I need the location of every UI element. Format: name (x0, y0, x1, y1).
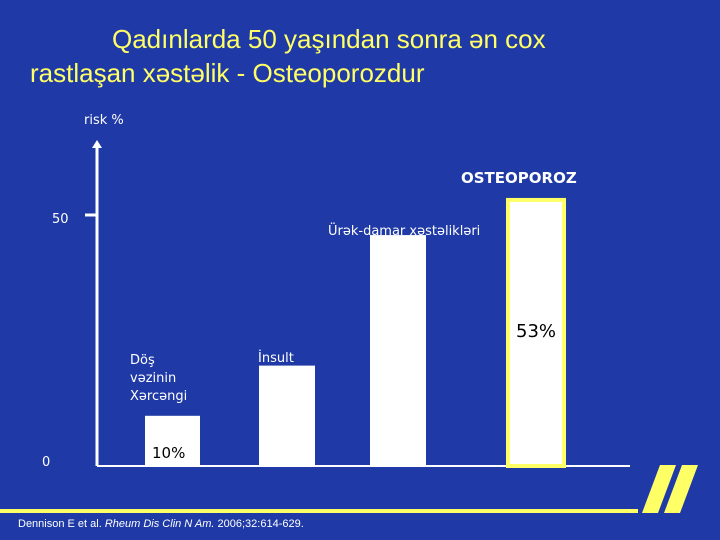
title-line-2: rastlaşan xəstəlik - Osteoporozdur (30, 58, 425, 88)
category-label-0: vəzinin (130, 371, 176, 386)
logo-stripe-1 (642, 465, 676, 513)
y-axis-arrow (92, 140, 102, 148)
y-tick-label: 0 (42, 455, 50, 470)
citation-details: 2006;32:614-629. (214, 518, 304, 530)
citation-journal: Rheum Dis Clin N Am. (104, 518, 215, 530)
bar-0 (145, 415, 200, 466)
y-tick-label: 50 (52, 212, 69, 227)
title-line-1: Qadınlarda 50 yaşından sonra ən cox (112, 24, 546, 54)
category-label-1: İnsult (258, 350, 294, 366)
logo-stripe-2 (664, 465, 698, 513)
bar-1 (259, 365, 315, 466)
footer-rule (0, 509, 638, 513)
slide-title: Qadınlarda 50 yaşından sonra ən cox rast… (0, 22, 720, 90)
value-label-1: 20% (263, 418, 296, 436)
bar-2 (370, 235, 426, 466)
category-label-3: OSTEOPOROZ (461, 169, 577, 187)
bar-3 (506, 197, 566, 468)
citation: Dennison E et al. Rheum Dis Clin N Am. 2… (18, 518, 304, 530)
value-label-3: 53% (516, 321, 556, 342)
category-label-0: Xərcəngi (130, 389, 187, 404)
category-label-0: Döş (130, 353, 155, 368)
value-label-0: 10% (152, 444, 185, 462)
category-label-2: Ürək-damar xəstəlikləri (328, 222, 480, 239)
citation-authors: Dennison E et al. (18, 518, 105, 530)
y-axis-label: risk % (84, 113, 124, 128)
value-label-2: 46% (376, 364, 409, 382)
